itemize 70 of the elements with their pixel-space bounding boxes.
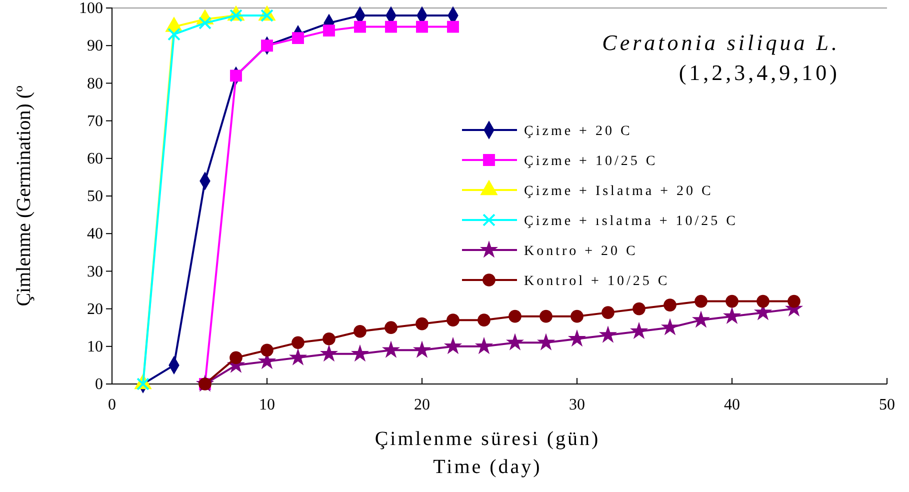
point — [354, 324, 366, 338]
y-tick-label: 10 — [87, 338, 103, 356]
point — [568, 330, 586, 346]
point — [756, 294, 770, 308]
point — [788, 294, 800, 308]
point — [323, 24, 335, 37]
point — [382, 342, 400, 358]
legend-label: Kontro + 20 C — [524, 244, 638, 259]
y-tick-label: 80 — [87, 75, 103, 92]
point — [602, 306, 614, 319]
point — [444, 338, 462, 354]
point — [384, 321, 398, 334]
point — [538, 334, 554, 350]
x-tick-label: 50 — [879, 396, 895, 414]
point — [230, 70, 242, 82]
point — [320, 346, 338, 361]
point — [692, 312, 710, 327]
y-tick-label: 20 — [87, 300, 103, 318]
text: (1,2,3,4,9,10) — [678, 60, 840, 85]
point — [446, 314, 460, 326]
point — [414, 342, 430, 358]
y-tick-label: 100 — [79, 0, 103, 18]
y-tick-label: 40 — [87, 226, 103, 243]
x-tick-label: 40 — [724, 396, 740, 414]
text: Ceratonia siliqua L. — [602, 30, 840, 55]
point — [290, 349, 306, 365]
point — [354, 20, 366, 33]
point — [261, 40, 273, 52]
point — [478, 314, 490, 326]
point — [416, 317, 428, 330]
point — [416, 20, 428, 33]
point — [506, 334, 524, 350]
point — [508, 310, 522, 323]
point — [447, 20, 459, 33]
y-tick-label: 60 — [87, 150, 103, 168]
point — [600, 326, 616, 342]
point — [476, 338, 492, 354]
point — [260, 344, 274, 357]
point — [726, 294, 738, 308]
x-tick-label: 0 — [108, 396, 116, 414]
legend-label: Çizme + 20 C — [524, 124, 632, 139]
point — [352, 346, 368, 361]
y-tick-label: 0 — [95, 376, 103, 394]
legend-label: Çizme + ıslatma + 10/25 C — [524, 214, 738, 229]
point — [230, 351, 242, 364]
legend-label: Çizme + 10/25 C — [524, 154, 658, 169]
x-axis-title: Çimlenme süresi (gün) Time (day) — [374, 428, 600, 478]
y-tick-label: 30 — [87, 263, 103, 280]
y-tick-label: 90 — [87, 38, 103, 55]
point — [168, 28, 180, 41]
legend-label: Kontrol + 10/25 C — [524, 274, 670, 289]
x-tick-label: 30 — [569, 396, 585, 414]
point — [630, 322, 648, 338]
point — [322, 332, 336, 346]
y-tick-label: 50 — [87, 188, 103, 206]
point — [662, 319, 678, 334]
x-tick-label: 10 — [259, 396, 275, 414]
point — [570, 310, 584, 323]
point — [385, 20, 397, 33]
point — [724, 308, 740, 324]
x-tick-label: 20 — [414, 396, 430, 414]
legend-label: Çizme + Islatma + 20 C — [524, 184, 714, 199]
y-tick-label: 70 — [87, 112, 103, 130]
y-axis-title: Çimlenme (Germination) (º — [13, 86, 35, 306]
point — [632, 302, 646, 316]
point — [664, 298, 676, 312]
point — [292, 32, 304, 44]
point — [540, 310, 552, 323]
point — [694, 294, 708, 308]
point — [292, 336, 304, 350]
